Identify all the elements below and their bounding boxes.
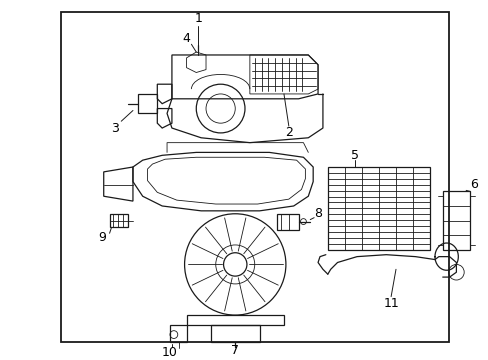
Bar: [61, 12, 448, 342]
Text: 8: 8: [313, 207, 322, 220]
Text: 9: 9: [98, 231, 105, 244]
Text: 2: 2: [285, 126, 292, 139]
Text: 11: 11: [383, 297, 398, 310]
Text: 5: 5: [350, 149, 358, 162]
Text: 6: 6: [469, 178, 477, 191]
Text: 1: 1: [194, 13, 202, 26]
Text: 7: 7: [231, 344, 239, 357]
Text: 4: 4: [182, 32, 190, 45]
Text: 10: 10: [162, 346, 178, 359]
Text: 3: 3: [111, 122, 119, 135]
